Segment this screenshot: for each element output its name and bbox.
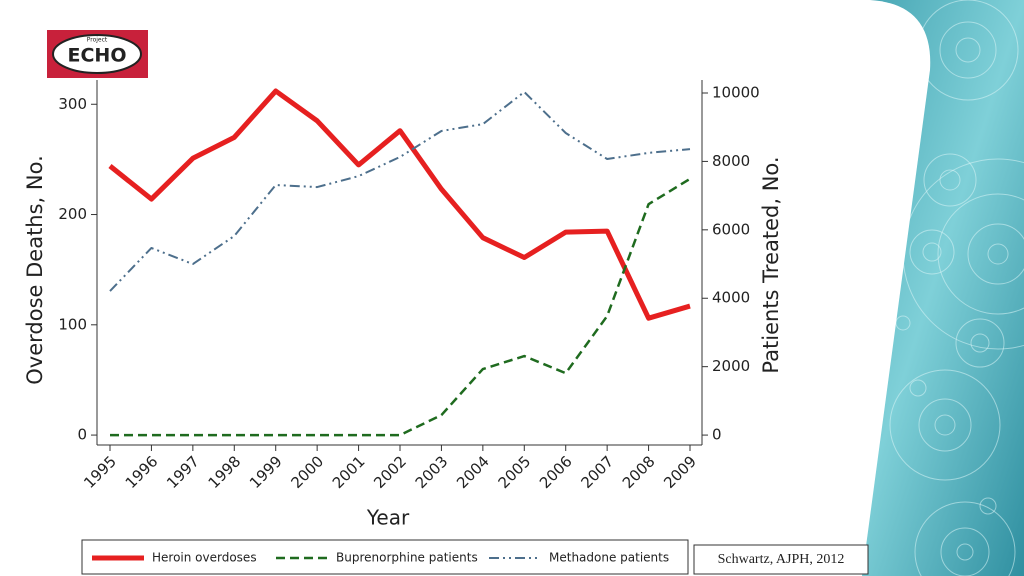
logo: Project ECHO	[47, 30, 148, 78]
y2-tick-label: 10000	[712, 83, 760, 101]
x-axis-label: Year	[366, 506, 410, 530]
logo-top: Project	[87, 37, 108, 44]
logo-oval	[52, 34, 142, 74]
legend-label: Buprenorphine patients	[336, 551, 478, 565]
legend-label: Heroin overdoses	[152, 551, 257, 565]
logo-name: ECHO	[68, 45, 127, 67]
slide-panel	[0, 0, 930, 576]
y2-tick-label: 4000	[712, 289, 750, 307]
citation-box	[693, 544, 869, 575]
y-tick-label: 0	[77, 426, 87, 444]
legend-box	[81, 539, 689, 575]
y-tick-label: 300	[58, 95, 87, 113]
series-line	[108, 88, 691, 321]
legend-label: Methadone patients	[549, 551, 669, 565]
y-tick-label: 100	[58, 315, 87, 333]
y2-tick-label: 8000	[712, 152, 750, 170]
y2-tick-label: 6000	[712, 220, 750, 238]
series-line	[110, 177, 691, 437]
citation: Schwartz, AJPH, 2012	[718, 552, 845, 567]
y-tick-label: 200	[58, 205, 87, 223]
y2-tick-label: 0	[712, 426, 722, 444]
y2-tick-label: 2000	[712, 357, 750, 375]
y2-axis-label: Patients Treated, No.	[759, 156, 783, 373]
y-axis-label: Overdose Deaths, No.	[23, 155, 47, 385]
